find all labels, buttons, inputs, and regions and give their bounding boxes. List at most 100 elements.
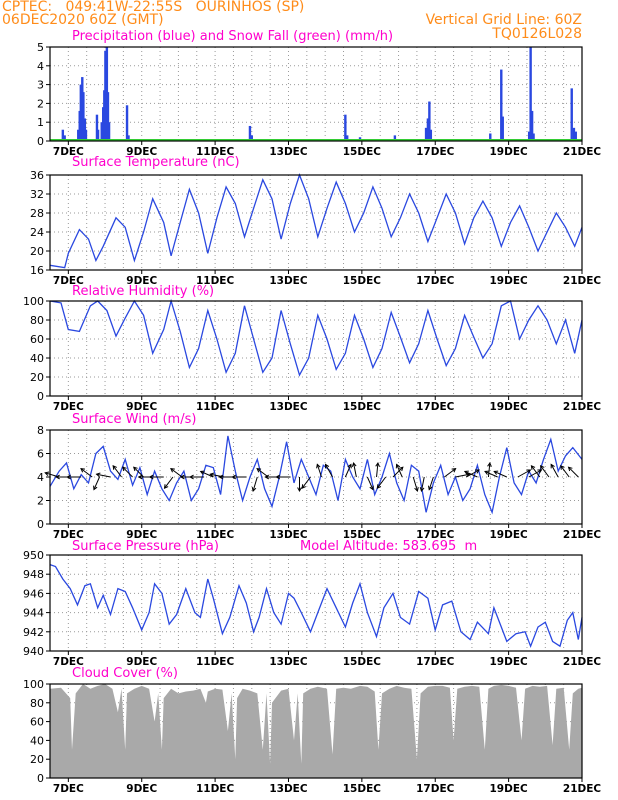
- wind-vector-head: [179, 474, 185, 480]
- y-tick-label: 0: [37, 135, 44, 148]
- pressure-line: [49, 563, 583, 649]
- x-tick-label: 7DEC: [53, 529, 84, 541]
- wind-vector-shaft: [316, 464, 322, 478]
- x-tick-label: 7DEC: [53, 146, 84, 158]
- precip-bar: [527, 131, 531, 141]
- x-tick-label: 19DEC: [490, 275, 529, 287]
- y-tick-label: 5: [37, 41, 44, 54]
- wind-vector-head: [414, 486, 419, 492]
- wind-vector-head: [375, 461, 380, 467]
- wind-vector-shaft: [487, 462, 491, 478]
- x-tick-label: 11DEC: [196, 783, 235, 795]
- x-tick-label: 19DEC: [490, 401, 529, 413]
- panel-title-pressure: Surface Pressure (hPa): [72, 539, 219, 554]
- x-tick-label: 11DEC: [196, 401, 235, 413]
- wind-vector-head: [347, 463, 352, 469]
- x-tick-label: 21DEC: [563, 275, 602, 287]
- x-tick-label: 9DEC: [126, 656, 157, 668]
- precip-bar: [127, 135, 130, 141]
- wind-vector-shaft: [412, 476, 418, 492]
- wind-vector-head: [428, 485, 433, 491]
- wind-vector-head: [475, 469, 480, 474]
- precip-bar: [125, 105, 129, 141]
- panel-frame: [49, 46, 583, 142]
- wind-vector-head: [264, 474, 270, 480]
- precip-bar: [500, 69, 503, 141]
- x-tick-label: 19DEC: [490, 656, 529, 668]
- y-tick-label: 1: [37, 116, 44, 129]
- precip-bar: [532, 133, 535, 141]
- x-tick-label: 17DEC: [416, 783, 455, 795]
- x-tick-label: 21DEC: [563, 401, 602, 413]
- wind-vector-head: [95, 472, 101, 478]
- y-tick-label: 60: [30, 333, 44, 346]
- wind-vector-head: [376, 484, 382, 490]
- precip-bar: [79, 84, 83, 141]
- y-tick-label: 4: [37, 471, 44, 484]
- precip-bar: [100, 122, 103, 141]
- precip-bar: [63, 135, 66, 141]
- header-grid-line-note: Vertical Grid Line: 60Z: [425, 12, 582, 28]
- wind-vector-shaft: [560, 465, 570, 478]
- wind-vector-head: [369, 485, 374, 491]
- wind-vector-shaft: [325, 464, 333, 478]
- wind-vector-shaft: [80, 468, 93, 478]
- x-tick-label: 21DEC: [563, 146, 602, 158]
- wind-vector-head: [66, 474, 71, 480]
- precip-bar: [248, 125, 252, 141]
- wind-vector-head: [170, 467, 175, 473]
- wind-vector-head: [398, 466, 404, 472]
- panel-title-precip: Precipitation (blue) and Snow Fall (gree…: [72, 29, 394, 44]
- y-tick-label: 32: [30, 188, 44, 201]
- wind-vector-shaft: [376, 462, 379, 478]
- y-tick-label: 946: [23, 587, 44, 600]
- precip-bar: [570, 88, 573, 141]
- wind-vector-head: [419, 487, 425, 493]
- y-tick-label: 0: [37, 518, 44, 531]
- precip-bar: [393, 135, 397, 141]
- panel-humidity: 0 20 40 60 80 100 7DEC 9DEC 11DEC 13DEC 15DEC 17DEC…: [23, 295, 601, 413]
- x-tick-label: 17DEC: [416, 401, 455, 413]
- header-date-line: 06DEC2020 60Z (GMT): [2, 12, 164, 28]
- y-tick-label: 3: [37, 79, 44, 92]
- panel-cloud: 0 20 40 60 80 100 7DEC 9DEC 11DEC 13DEC 15DEC 17DEC…: [23, 678, 601, 795]
- precip-bar: [96, 129, 100, 141]
- wind-vector-head: [44, 471, 50, 476]
- panel-frame: [49, 554, 583, 652]
- precip-bar: [77, 129, 80, 141]
- wind-vector-shaft: [466, 469, 480, 478]
- wind-vector-head: [275, 474, 281, 480]
- wind-line: [49, 435, 583, 515]
- x-tick-label: 13DEC: [269, 275, 308, 287]
- wind-vector-head: [148, 474, 154, 480]
- wind-vector-head: [395, 463, 401, 469]
- wind-vector-head: [463, 470, 469, 475]
- wind-vector-head: [163, 484, 169, 490]
- precip-bar: [250, 135, 253, 141]
- wind-vector-head: [316, 463, 321, 469]
- wind-vector-shaft: [444, 468, 456, 478]
- wind-vector-head: [530, 464, 536, 470]
- wind-vector-shaft: [540, 465, 550, 478]
- wind-vector-head: [550, 463, 555, 469]
- x-tick-label: 15DEC: [343, 783, 382, 795]
- wind-vector-shaft: [484, 470, 498, 478]
- wind-vector-shaft: [396, 464, 403, 478]
- panel-pressure: 940 942 944 946 948 950 7DEC 9DEC 11DEC 13DEC 15DE…: [23, 549, 601, 668]
- panel-title-wind: Surface Wind (m/s): [72, 412, 197, 427]
- y-tick-label: 80: [30, 314, 44, 327]
- y-tick-label: 100: [23, 295, 44, 308]
- wind-vector-head: [487, 461, 492, 467]
- wind-vector-shaft: [96, 473, 111, 478]
- x-tick-label: 19DEC: [490, 783, 529, 795]
- x-tick-label: 21DEC: [563, 656, 602, 668]
- y-tick-label: 40: [30, 734, 44, 747]
- header-station-line: CPTEC: 049:41W-22:55S OURINHOS (SP): [2, 0, 305, 15]
- x-tick-label: 17DEC: [416, 529, 455, 541]
- x-tick-label: 9DEC: [126, 146, 157, 158]
- precip-bar: [429, 129, 433, 141]
- wind-vector-shaft: [170, 468, 183, 478]
- precip-bar: [530, 110, 534, 141]
- panel-wind: 0 2 4 6 8 7DEC 9DEC 11DEC 13DEC 15DEC 17DEC 19DEC 21…: [37, 424, 601, 541]
